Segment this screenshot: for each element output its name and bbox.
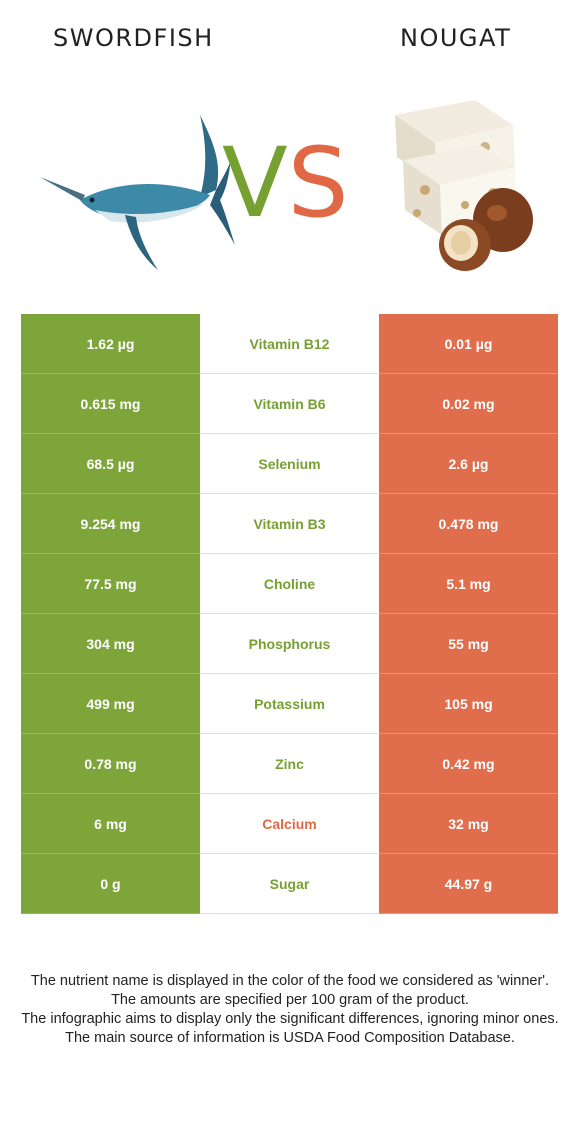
- table-row: 77.5 mg Choline 5.1 mg: [21, 554, 558, 614]
- footer-line-4: The main source of information is USDA F…: [65, 1030, 515, 1046]
- left-value: 77.5 mg: [21, 554, 200, 614]
- left-value: 0.78 mg: [21, 734, 200, 794]
- table-row: 304 mg Phosphorus 55 mg: [21, 614, 558, 674]
- left-value: 6 mg: [21, 794, 200, 854]
- left-value: 0 g: [21, 854, 200, 914]
- table-row: 499 mg Potassium 105 mg: [21, 674, 558, 734]
- nutrient-name: Potassium: [200, 674, 379, 734]
- nutrient-name: Sugar: [200, 854, 379, 914]
- right-food-title: NOUGAT: [400, 24, 512, 52]
- nutrient-name: Vitamin B3: [200, 494, 379, 554]
- nutrient-name: Phosphorus: [200, 614, 379, 674]
- nutrient-name: Zinc: [200, 734, 379, 794]
- left-value: 0.615 mg: [21, 374, 200, 434]
- footer-notes: The nutrient name is displayed in the co…: [18, 972, 562, 1048]
- footer-line-1: The nutrient name is displayed in the co…: [30, 973, 550, 989]
- nutrient-name: Calcium: [200, 794, 379, 854]
- nougat-image: [395, 100, 533, 271]
- vs-label: VS: [222, 135, 349, 231]
- left-value: 304 mg: [21, 614, 200, 674]
- vs-s-letter: S: [287, 127, 349, 239]
- comparison-table: 1.62 µg Vitamin B12 0.01 µg 0.615 mg Vitamin…: [21, 314, 558, 914]
- nutrient-name: Choline: [200, 554, 379, 614]
- right-value: 2.6 µg: [379, 434, 558, 494]
- nutrient-name: Selenium: [200, 434, 379, 494]
- right-value: 5.1 mg: [379, 554, 558, 614]
- left-value: 68.5 µg: [21, 434, 200, 494]
- left-value: 9.254 mg: [21, 494, 200, 554]
- footer-line-2: The amounts are specified per 100 gram o…: [111, 992, 469, 1008]
- table-row: 0.78 mg Zinc 0.42 mg: [21, 734, 558, 794]
- footer-line-3: The infographic aims to display only the…: [21, 1011, 559, 1027]
- right-value: 0.42 mg: [379, 734, 558, 794]
- table-row: 9.254 mg Vitamin B3 0.478 mg: [21, 494, 558, 554]
- table-row: 68.5 µg Selenium 2.6 µg: [21, 434, 558, 494]
- nutrient-name: Vitamin B12: [200, 314, 379, 374]
- table-row: 0.615 mg Vitamin B6 0.02 mg: [21, 374, 558, 434]
- left-food-title: SWORDFISH: [53, 24, 214, 52]
- right-value: 55 mg: [379, 614, 558, 674]
- right-value: 44.97 g: [379, 854, 558, 914]
- table-row: 1.62 µg Vitamin B12 0.01 µg: [21, 314, 558, 374]
- table-row: 0 g Sugar 44.97 g: [21, 854, 558, 914]
- vs-v-letter: V: [222, 127, 288, 239]
- table-row: 6 mg Calcium 32 mg: [21, 794, 558, 854]
- left-value: 499 mg: [21, 674, 200, 734]
- right-value: 0.478 mg: [379, 494, 558, 554]
- right-value: 0.01 µg: [379, 314, 558, 374]
- left-value: 1.62 µg: [21, 314, 200, 374]
- nutrient-name: Vitamin B6: [200, 374, 379, 434]
- right-value: 105 mg: [379, 674, 558, 734]
- swordfish-image: [40, 115, 235, 270]
- right-value: 32 mg: [379, 794, 558, 854]
- header: SWORDFISH NOUGAT VS: [0, 0, 580, 300]
- right-value: 0.02 mg: [379, 374, 558, 434]
